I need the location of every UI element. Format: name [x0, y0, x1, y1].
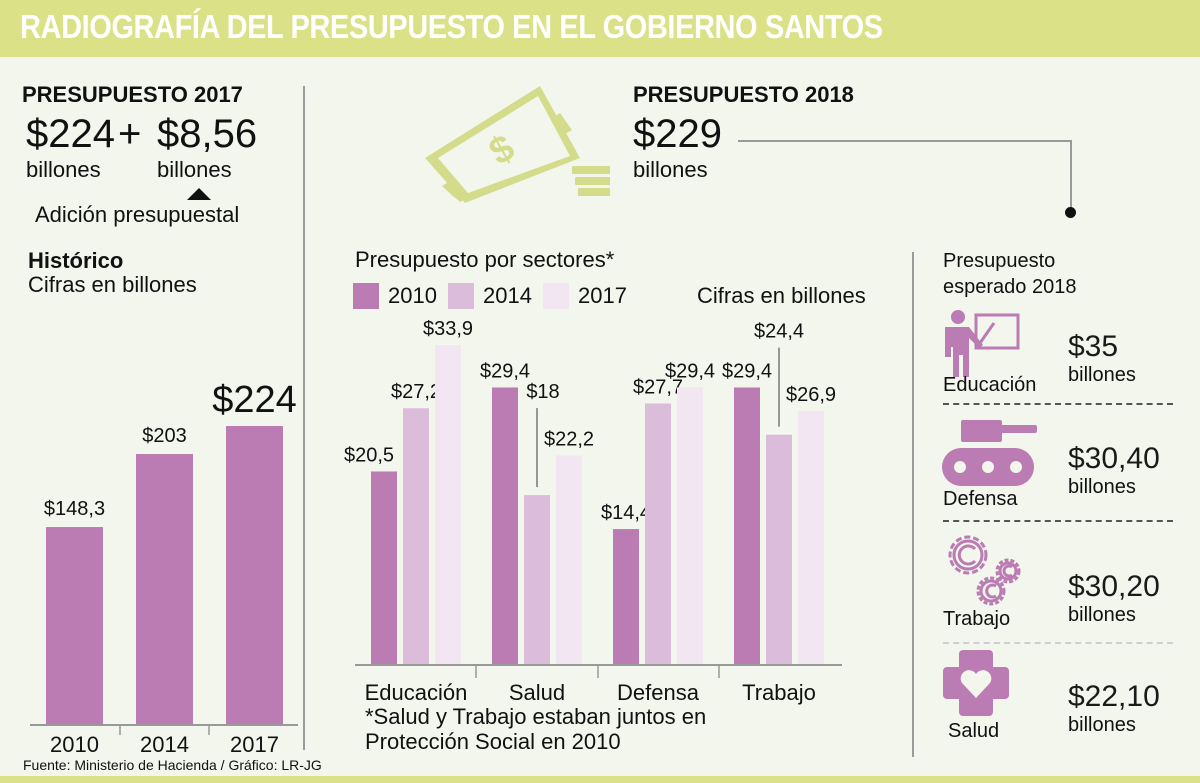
- title-bar: RADIOGRAFÍA DEL PRESUPUESTO EN EL GOBIER…: [0, 0, 1200, 57]
- sector-category-label: Defensa: [617, 680, 700, 705]
- sector-value-label: $27,2: [391, 381, 441, 403]
- legend-label-2014: 2014: [483, 283, 532, 308]
- sector-bar-Defensa-2010: [613, 529, 639, 665]
- sector-value-label: $33,9: [423, 320, 473, 340]
- sectors-chart-subtitle: Cifras en billones: [697, 283, 866, 308]
- expected-sector-salud: Salud: [948, 720, 1000, 742]
- separator: [943, 403, 1173, 405]
- sector-value-label: $22,2: [544, 428, 594, 450]
- sector-value-label: $27,7: [633, 377, 683, 399]
- sector-value-label: $29,4: [722, 360, 772, 382]
- expected-amount-salud: $22,10: [1068, 680, 1160, 713]
- historic-tick-label: 2017: [230, 732, 279, 755]
- historic-tick-label: 2010: [50, 732, 99, 755]
- sector-bar-Trabajo-2010: [734, 387, 760, 665]
- tank-icon: [942, 420, 1037, 486]
- sector-bar-Salud-2014: [524, 495, 550, 665]
- sector-bar-Trabajo-2017: [798, 411, 824, 665]
- budget-2018-unit: billones: [633, 157, 708, 182]
- legend-label-2010: 2010: [388, 283, 437, 308]
- connector-line-horizontal: [738, 140, 1072, 142]
- sector-bar-Salud-2010: [492, 387, 518, 665]
- budget-2018-amount: $229: [633, 112, 722, 156]
- sector-value-label: $24,4: [754, 321, 804, 343]
- connector-line-vertical: [1070, 140, 1072, 212]
- budget-2017-unit: billones: [26, 157, 101, 182]
- sector-bar-Educación-2010: [371, 471, 397, 665]
- sector-category-label: Educación: [365, 680, 468, 705]
- legend-label-2017: 2017: [578, 283, 627, 308]
- expected-amount-educacion: $35: [1068, 330, 1119, 363]
- sector-category-label: Salud: [509, 680, 565, 705]
- budget-addition-label: Adición presupuestal: [35, 202, 240, 227]
- sector-value-label: $20,5: [344, 444, 394, 466]
- sectors-bar-chart: $20,5$27,2$33,9Educación$29,4$18$22,2Sal…: [344, 320, 842, 705]
- source-credit: Fuente: Ministerio de Hacienda / Gráfico…: [23, 757, 322, 773]
- sectors-footnote-line2: Protección Social en 2010: [365, 729, 621, 754]
- budget-addition-unit: billones: [157, 157, 232, 182]
- bottom-bar: [0, 776, 1200, 783]
- expected-unit-salud: billones: [1068, 714, 1136, 736]
- left-divider: [303, 86, 305, 750]
- sector-value-label: $14,4: [601, 502, 651, 524]
- historic-chart-title: Histórico: [28, 248, 124, 273]
- historic-value-label: $224: [212, 379, 297, 421]
- gears-icon: [948, 535, 1021, 606]
- historic-tick-label: 2014: [140, 732, 189, 755]
- sector-bar-Salud-2017: [556, 455, 582, 665]
- sector-value-label: $29,4: [665, 360, 715, 382]
- historic-chart-subtitle: Cifras en billones: [28, 272, 197, 297]
- budget-addition-amount: $8,56: [157, 112, 258, 156]
- page-title: RADIOGRAFÍA DEL PRESUPUESTO EN EL GOBIER…: [20, 8, 883, 45]
- sector-value-label: $18: [526, 381, 559, 403]
- up-triangle-icon: [187, 188, 211, 200]
- sector-bar-Defensa-2014: [645, 403, 671, 665]
- historic-bar-chart: $148,3 2010 $203 2014 $224 2017: [30, 379, 298, 755]
- expected-sector-trabajo: Trabajo: [943, 608, 1011, 630]
- expected-amount-trabajo: $30,20: [1068, 570, 1160, 603]
- sector-category-label: Trabajo: [742, 680, 816, 705]
- teacher-icon: [945, 310, 1020, 377]
- sector-bar-Defensa-2017: [677, 387, 703, 665]
- budget-2017-amount: $224: [26, 112, 115, 156]
- sector-bar-Educación-2014: [403, 408, 429, 665]
- expected-unit-trabajo: billones: [1068, 604, 1136, 626]
- budget-2017-heading: PRESUPUESTO 2017: [22, 82, 243, 107]
- sectors-chart-title: Presupuesto por sectores*: [355, 247, 615, 272]
- legend-swatch-2017: [543, 283, 569, 309]
- sector-value-label: $29,4: [480, 360, 530, 382]
- sector-bar-Educación-2017: [435, 345, 461, 665]
- right-divider: [912, 252, 914, 757]
- historic-value-label: $148,3: [44, 498, 105, 520]
- historic-bar-2010: [46, 527, 103, 725]
- budget-2018-heading: PRESUPUESTO 2018: [633, 82, 854, 107]
- historic-value-label: $203: [142, 425, 187, 447]
- expected-sector-defensa: Defensa: [943, 488, 1018, 510]
- expected-title-line1: Presupuesto: [943, 250, 1056, 272]
- sectors-footnote-line1: *Salud y Trabajo estaban juntos en: [365, 704, 707, 729]
- sector-value-label: $26,9: [786, 384, 836, 406]
- expected-unit-defensa: billones: [1068, 476, 1136, 498]
- expected-sector-educacion: Educación: [943, 374, 1037, 396]
- money-bills-coins-icon: $: [425, 86, 610, 203]
- sector-bar-Trabajo-2014: [766, 434, 792, 665]
- expected-amount-defensa: $30,40: [1068, 442, 1160, 475]
- connector-dot: [1065, 207, 1076, 218]
- legend-swatch-2014: [448, 283, 474, 309]
- plus-sign: +: [118, 112, 142, 156]
- health-cross-heart-icon: [943, 650, 1009, 716]
- historic-bar-2017: [226, 426, 283, 725]
- historic-bar-2014: [136, 454, 193, 725]
- expected-title-line2: esperado 2018: [943, 276, 1077, 298]
- separator: [943, 520, 1173, 522]
- expected-unit-educacion: billones: [1068, 364, 1136, 386]
- separator: [943, 642, 1173, 644]
- legend-swatch-2010: [353, 283, 379, 309]
